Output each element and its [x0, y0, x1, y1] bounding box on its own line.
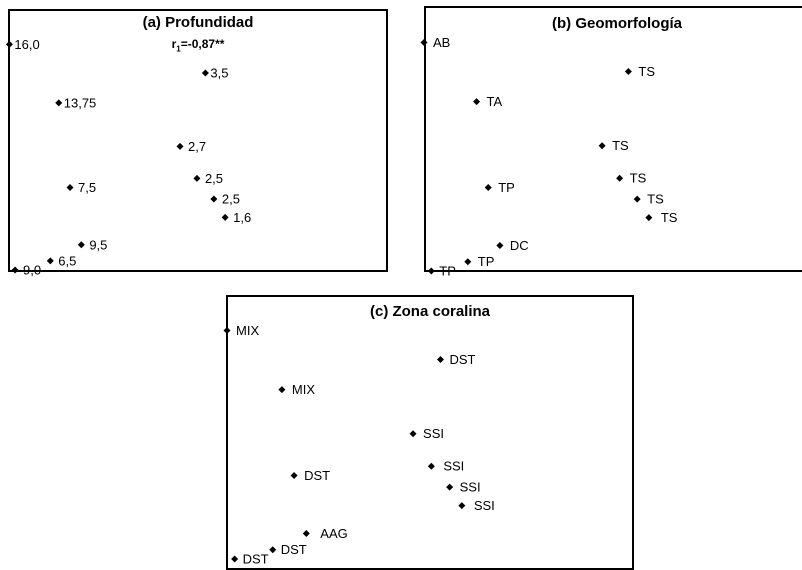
data-point-marker [409, 430, 417, 438]
panel-profundidad: (a) Profundidad r1=-0,87** [8, 9, 388, 272]
data-point-marker [201, 69, 209, 77]
data-point-label: SSI [474, 498, 495, 513]
data-point-marker [46, 257, 54, 265]
chart-title: (c) Zona coralina [369, 303, 491, 320]
data-point-marker [484, 183, 492, 191]
data-point-label: 9,5 [89, 237, 107, 252]
data-point-label: DST [450, 352, 476, 367]
panel-zona-coralina: (c) Zona coralina [226, 295, 634, 570]
data-point-label: DST [243, 552, 269, 567]
data-point-label: TP [498, 180, 515, 195]
data-point-label: TS [612, 138, 629, 153]
data-point-marker [269, 546, 277, 554]
data-point-label: MIX [236, 323, 259, 338]
data-point-marker [221, 213, 229, 221]
data-point-label: DST [304, 468, 330, 483]
data-point-label: TP [478, 254, 495, 269]
data-point-label: 2,7 [188, 139, 206, 154]
data-point-label: 2,5 [205, 171, 223, 186]
annotation-rest: =-0,87** [180, 37, 225, 51]
data-point-marker [645, 214, 653, 222]
data-point-marker [302, 529, 310, 537]
data-point-marker [193, 174, 201, 182]
annotation-prefix: r [171, 37, 177, 51]
data-point-marker [420, 38, 428, 46]
data-point-label: TA [487, 94, 503, 109]
data-point-marker [55, 99, 63, 107]
data-point-marker [210, 195, 218, 203]
data-point-marker [458, 502, 466, 510]
data-point-marker [624, 67, 632, 75]
data-point-marker [5, 40, 13, 48]
data-point-label: AAG [320, 526, 347, 541]
data-point-label: MIX [292, 382, 315, 397]
data-point-label: TP [439, 264, 456, 279]
data-point-label: TS [630, 171, 647, 186]
annotation-subscript: 1 [176, 44, 181, 54]
data-point-label: 16,0 [14, 37, 39, 52]
data-point-label: TS [638, 64, 655, 79]
data-point-label: 1,6 [233, 210, 251, 225]
data-point-label: AB [433, 35, 450, 50]
data-point-marker [427, 267, 435, 275]
data-point-marker [176, 142, 184, 150]
data-point-label: SSI [443, 459, 464, 474]
data-point-marker [633, 195, 641, 203]
data-point-marker [77, 241, 85, 249]
data-point-marker [473, 98, 481, 106]
data-point-label: 6,5 [58, 253, 76, 268]
chart-title: (a) Profundidad [142, 14, 254, 31]
scatter-profundidad: 16,0 3,5 13,75 2,7 2,5 7,5 2,5 1,6 9,5 6,5 9,0 [5, 37, 251, 278]
data-point-label: 13,75 [64, 95, 97, 110]
data-point-label: SSI [460, 480, 481, 495]
data-point-marker [496, 241, 504, 249]
data-point-marker [427, 462, 435, 470]
data-point-label: TS [647, 192, 664, 207]
chart-title: (b) Geomorfología [552, 15, 682, 32]
data-point-marker [66, 184, 74, 192]
correlation-annotation: r1=-0,87** [10, 37, 386, 53]
data-point-marker [11, 266, 19, 274]
data-point-label: 2,5 [222, 192, 240, 207]
data-point-marker [278, 386, 286, 394]
data-point-label: 7,5 [78, 180, 96, 195]
data-point-marker [223, 326, 231, 334]
scatter-zona-coralina: MIX DST MIX SSI SSI DST SSI SSI AAG DST DST [223, 323, 495, 567]
data-point-marker [616, 174, 624, 182]
data-point-label: DST [281, 542, 307, 557]
data-point-marker [446, 483, 454, 491]
panel-geomorfologia: (b) Geomorfología [424, 6, 802, 272]
data-point-marker [290, 471, 298, 479]
data-point-label: TS [661, 210, 678, 225]
data-point-label: 3,5 [210, 66, 228, 81]
data-point-label: DC [510, 238, 529, 253]
data-point-marker [437, 355, 444, 363]
data-point-label: 9,0 [23, 263, 41, 278]
data-point-label: SSI [423, 426, 444, 441]
data-point-marker [598, 142, 606, 150]
data-point-marker [464, 258, 472, 266]
